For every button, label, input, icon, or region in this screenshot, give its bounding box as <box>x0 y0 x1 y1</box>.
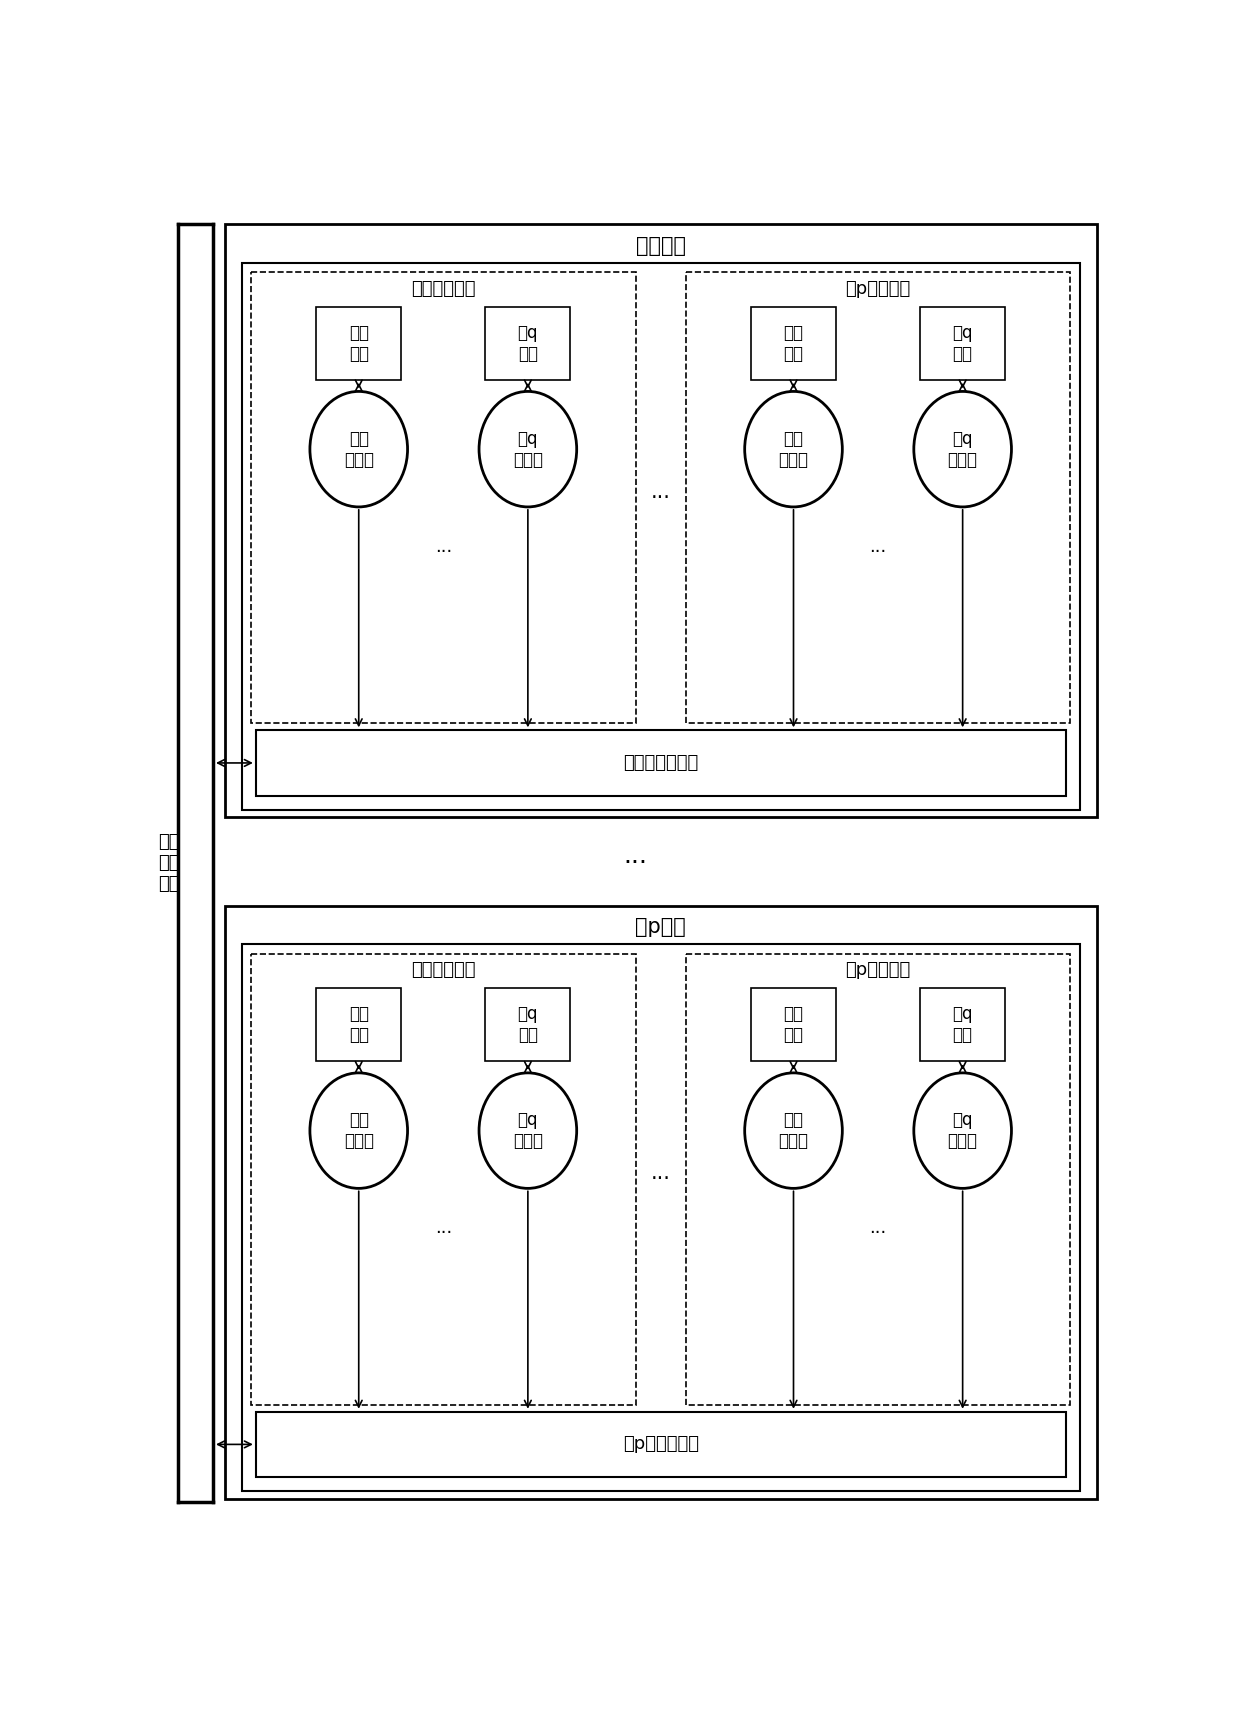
Ellipse shape <box>914 391 1012 508</box>
Text: 第p节点: 第p节点 <box>635 918 686 937</box>
Text: 第一
缓存: 第一 缓存 <box>348 1005 368 1044</box>
Ellipse shape <box>745 1073 842 1188</box>
Text: 第一
处理器: 第一 处理器 <box>779 429 808 468</box>
Bar <box>250 272 635 723</box>
Text: 第q
处理器: 第q 处理器 <box>513 1111 543 1150</box>
Ellipse shape <box>310 1073 408 1188</box>
Text: 第q
缓存: 第q 缓存 <box>517 325 538 362</box>
Bar <box>920 306 1006 379</box>
Bar <box>316 306 402 379</box>
Text: 第q
缓存: 第q 缓存 <box>952 325 973 362</box>
Text: 第p节点控制器: 第p节点控制器 <box>622 1436 698 1453</box>
Text: 第一物理子域: 第一物理子域 <box>410 280 476 297</box>
Bar <box>920 988 1006 1061</box>
Bar <box>751 988 836 1061</box>
Bar <box>242 945 1080 1490</box>
Text: 第p物理子域: 第p物理子域 <box>846 962 910 979</box>
Text: 第q
缓存: 第q 缓存 <box>517 1005 538 1044</box>
Text: 域间
互连
网络: 域间 互连 网络 <box>159 834 180 892</box>
Bar <box>224 906 1096 1499</box>
Text: 第一
缓存: 第一 缓存 <box>784 1005 804 1044</box>
Text: 第一
缓存: 第一 缓存 <box>348 325 368 362</box>
Text: 第q
缓存: 第q 缓存 <box>952 1005 973 1044</box>
Text: 第q
处理器: 第q 处理器 <box>947 429 977 468</box>
Ellipse shape <box>914 1073 1012 1188</box>
Text: ···: ··· <box>435 543 451 561</box>
Text: ···: ··· <box>869 543 887 561</box>
Bar <box>316 988 402 1061</box>
Bar <box>255 1412 1065 1477</box>
Bar <box>751 306 836 379</box>
Text: 第一节点控制器: 第一节点控制器 <box>622 754 698 772</box>
Text: ···: ··· <box>435 1224 451 1242</box>
Text: 第一节点: 第一节点 <box>636 236 686 256</box>
Bar <box>242 263 1080 810</box>
Text: 第一物理子域: 第一物理子域 <box>410 962 476 979</box>
Text: 第一
处理器: 第一 处理器 <box>343 429 373 468</box>
Bar <box>686 272 1070 723</box>
Bar <box>255 730 1065 796</box>
Text: ···: ··· <box>624 851 647 875</box>
Text: ···: ··· <box>651 1169 671 1189</box>
Text: 第一
处理器: 第一 处理器 <box>343 1111 373 1150</box>
Text: 第一
处理器: 第一 处理器 <box>779 1111 808 1150</box>
Ellipse shape <box>745 391 842 508</box>
Bar <box>250 954 635 1405</box>
Ellipse shape <box>479 391 577 508</box>
Bar <box>686 954 1070 1405</box>
Ellipse shape <box>479 1073 577 1188</box>
Text: 第一
缓存: 第一 缓存 <box>784 325 804 362</box>
Text: ···: ··· <box>869 1224 887 1242</box>
Text: 第p物理子域: 第p物理子域 <box>846 280 910 297</box>
Ellipse shape <box>310 391 408 508</box>
Bar <box>224 224 1096 817</box>
Bar <box>485 988 570 1061</box>
Text: 第q
处理器: 第q 处理器 <box>513 429 543 468</box>
Text: 第q
处理器: 第q 处理器 <box>947 1111 977 1150</box>
Bar <box>485 306 570 379</box>
Text: ···: ··· <box>651 487 671 508</box>
